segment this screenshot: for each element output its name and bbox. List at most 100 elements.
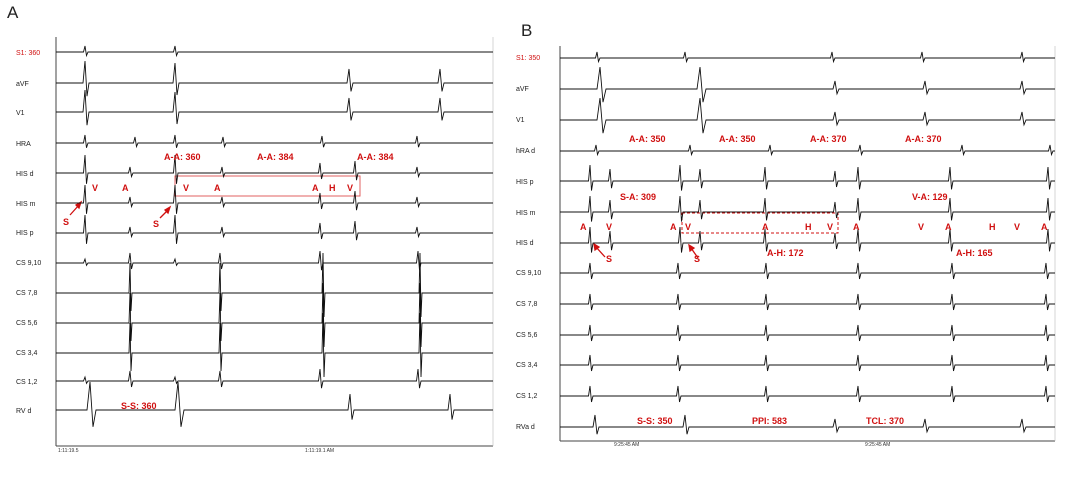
wave-label: A (580, 222, 587, 232)
channel-trace (560, 262, 1055, 280)
panel-b-frame (559, 46, 1056, 442)
channel-label: HIS m (16, 201, 36, 208)
channel-trace (56, 252, 493, 318)
interval-annotation: A-H: 172 (767, 248, 804, 258)
timestamps: 1:11:19.5 1:11:19.1 AM 9:25:45 AM 9:25:4… (58, 442, 890, 454)
channel-trace (56, 312, 493, 378)
channel-trace (56, 368, 493, 389)
channel-label: RVa d (516, 424, 535, 431)
interval-annotation: A-A: 350 (629, 134, 666, 144)
stim-label: S (694, 254, 700, 264)
channel-label: CS 1,2 (516, 393, 538, 400)
wave-label: A (122, 183, 129, 193)
interval-annotation: S-S: 360 (121, 401, 157, 411)
wave-label: A (853, 222, 860, 232)
channel-label: HIS m (516, 210, 536, 217)
interval-annotation: A-A: 360 (164, 152, 201, 162)
panel-a-annotations: A-A: 360 A-A: 384 A-A: 384 V A V A A H V… (63, 152, 394, 411)
channel-trace (560, 385, 1055, 403)
channel-label: HIS d (16, 171, 34, 178)
panel-b-channel-labels: S1: 350 aVF V1 hRA d HIS p HIS m HIS d C… (516, 55, 541, 431)
panel-b-highlight-box (681, 212, 839, 234)
wave-label: A (670, 222, 677, 232)
channel-label: CS 5,6 (516, 332, 538, 339)
channel-trace (56, 184, 493, 214)
interval-annotation: A-A: 350 (719, 134, 756, 144)
channel-trace (56, 134, 493, 149)
channel-label: V1 (16, 110, 25, 117)
channel-trace (56, 214, 493, 244)
channel-trace (560, 51, 1055, 64)
interval-annotation: A-H: 165 (956, 248, 993, 258)
channel-label: CS 3,4 (16, 350, 38, 357)
channel-trace (56, 89, 493, 126)
channel-trace (560, 226, 1055, 253)
channel-label: CS 7,8 (16, 290, 38, 297)
panel-b-label: B (521, 21, 533, 40)
channel-label: RV d (16, 408, 32, 415)
channel-label: S1: 360 (16, 50, 40, 57)
channel-trace (560, 324, 1055, 342)
channel-label: HIS d (516, 240, 534, 247)
wave-label: H (329, 183, 336, 193)
interval-annotation: A-A: 370 (810, 134, 847, 144)
channel-trace (560, 293, 1055, 311)
channel-trace (560, 97, 1055, 134)
interval-annotation: PPI: 583 (752, 416, 787, 426)
wave-label: V (606, 222, 612, 232)
stim-label: S (153, 219, 159, 229)
channel-trace (56, 282, 493, 348)
channel-trace (56, 381, 493, 427)
panel-a-traces (56, 45, 493, 427)
channel-trace (560, 414, 1055, 435)
panel-a-label: A (7, 3, 19, 22)
channel-label: HRA (16, 141, 31, 148)
wave-label: A (214, 183, 221, 193)
wave-label: V (183, 183, 189, 193)
wave-label: A (1041, 222, 1048, 232)
channel-trace (560, 354, 1055, 372)
wave-label: V (685, 222, 691, 232)
timestamp: 1:11:19.5 (58, 448, 79, 454)
channel-trace (560, 164, 1055, 191)
wave-label: H (805, 222, 812, 232)
panel-a-channel-labels: S1: 360 aVF V1 HRA HIS d HIS m HIS p CS … (16, 50, 41, 415)
stim-label: S (606, 254, 612, 264)
stim-label: S (63, 217, 69, 227)
channel-trace (56, 45, 493, 58)
interval-annotation: A-A: 384 (257, 152, 294, 162)
channel-label: aVF (16, 81, 29, 88)
interval-annotation: TCL: 370 (866, 416, 904, 426)
channel-trace (56, 154, 493, 184)
channel-label: V1 (516, 117, 525, 124)
wave-label: A (312, 183, 319, 193)
channel-label: aVF (516, 86, 529, 93)
channel-label: CS 9,10 (16, 260, 41, 267)
wave-label: V (1014, 222, 1020, 232)
panel-a-frame (55, 37, 494, 447)
wave-label: V (918, 222, 924, 232)
interval-annotation: S-A: 309 (620, 192, 656, 202)
panel-b-arrows (593, 242, 699, 259)
interval-annotation: A-A: 370 (905, 134, 942, 144)
interval-annotation: A-A: 384 (357, 152, 394, 162)
wave-label: A (762, 222, 769, 232)
timestamp: 9:25:45 AM (614, 442, 639, 448)
channel-label: CS 3,4 (516, 362, 538, 369)
channel-label: CS 7,8 (516, 301, 538, 308)
channel-label: CS 5,6 (16, 320, 38, 327)
channel-trace (560, 66, 1055, 103)
channel-label: HIS p (16, 230, 34, 237)
timestamp: 9:25:45 AM (865, 442, 890, 448)
panel-a-arrows (69, 200, 172, 219)
channel-label: CS 1,2 (16, 379, 38, 386)
panel-b-annotations: A-A: 350 A-A: 350 A-A: 370 A-A: 370 S-A:… (580, 134, 1048, 426)
channel-label: hRA d (516, 148, 535, 155)
channel-trace (560, 144, 1055, 157)
wave-label: V (92, 183, 98, 193)
channel-label: S1: 350 (516, 55, 540, 62)
channel-trace (56, 60, 493, 97)
timestamp: 1:11:19.1 AM (305, 448, 334, 454)
channel-label: CS 9,10 (516, 270, 541, 277)
